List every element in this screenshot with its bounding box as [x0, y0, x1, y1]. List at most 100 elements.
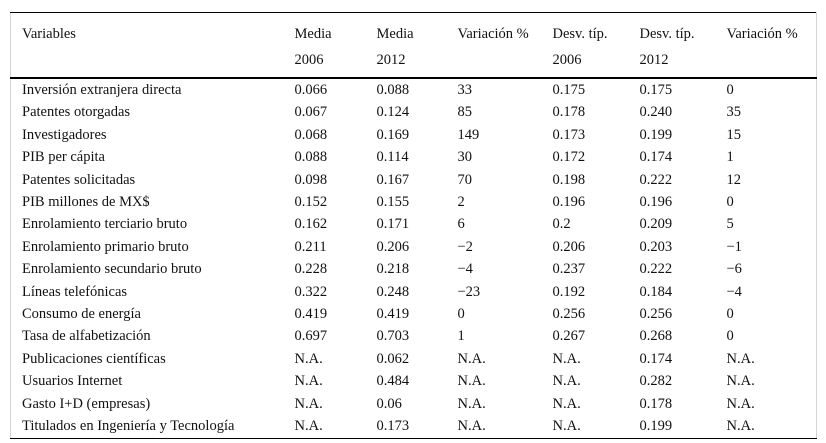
- value-cell: N.A.: [294, 418, 323, 435]
- value-cell: 15: [726, 126, 742, 143]
- table-row: PIB millones de MX$ 0.152 0.155 2 0.196 0.196…: [11, 191, 817, 213]
- variable-name-cell: PIB per cápita: [22, 149, 105, 166]
- value-cell: N.A.: [552, 395, 581, 412]
- value-cell: 0.162: [294, 216, 328, 233]
- value-cell: 85: [457, 104, 473, 121]
- value-cell: 0.068: [294, 126, 328, 143]
- value-cell: 0.178: [639, 395, 673, 412]
- header-cell: Desv. típ. 2012: [639, 12, 727, 79]
- value-cell: 0.419: [294, 306, 328, 323]
- value-cell: N.A.: [457, 350, 486, 367]
- value-cell: 0.206: [376, 238, 410, 255]
- value-cell: 0.267: [552, 328, 586, 345]
- variable-name-cell: Líneas telefónicas: [22, 283, 128, 300]
- value-cell: N.A.: [552, 350, 581, 367]
- value-cell: 0.066: [294, 82, 328, 98]
- table-row: Inversión extranjera directa 0.066 0.088 33…: [11, 78, 817, 101]
- value-cell: 0: [726, 328, 734, 345]
- value-cell: 0.199: [639, 418, 673, 435]
- value-cell: N.A.: [294, 373, 323, 390]
- value-cell: 0.248: [376, 283, 410, 300]
- value-cell: 0.171: [376, 216, 410, 233]
- value-cell: 0.703: [376, 328, 410, 345]
- value-cell: 1: [457, 328, 465, 345]
- value-cell: 0.228: [294, 261, 328, 278]
- value-cell: 33: [457, 82, 473, 98]
- value-cell: 0.484: [376, 373, 410, 390]
- variable-name-cell: Inversión extranjera directa: [22, 82, 182, 98]
- variable-name-cell: Tasa de alfabetización: [22, 328, 151, 345]
- table-body: Inversión extranjera directa 0.066 0.088 33…: [11, 78, 817, 438]
- header-line2: 2006: [294, 52, 324, 68]
- value-cell: 0.06: [376, 395, 402, 412]
- value-cell: 0.2: [552, 216, 571, 233]
- value-cell: 6: [457, 216, 465, 233]
- table-row: Usuarios Internet N.A. 0.484 N.A. N.A. 0.282 N…: [11, 370, 817, 392]
- value-cell: 0.282: [639, 373, 673, 390]
- value-cell: N.A.: [294, 395, 323, 412]
- value-cell: 0: [726, 306, 734, 323]
- value-cell: 0.175: [639, 82, 673, 98]
- value-cell: 149: [457, 126, 480, 143]
- variable-name-cell: Enrolamiento terciario bruto: [22, 216, 188, 233]
- table-row: Enrolamiento primario bruto 0.211 0.206 −2 0…: [11, 236, 817, 258]
- value-cell: 0.268: [639, 328, 673, 345]
- value-cell: 12: [726, 171, 742, 188]
- value-cell: N.A.: [552, 373, 581, 390]
- value-cell: 0.211: [294, 238, 327, 255]
- value-cell: 0.155: [376, 194, 410, 211]
- variable-name-cell: Titulados en Ingeniería y Tecnología: [22, 418, 235, 435]
- value-cell: 0.114: [376, 149, 409, 166]
- value-cell: 0.178: [552, 104, 586, 121]
- value-cell: −23: [457, 283, 481, 300]
- table-row: Patentes solicitadas 0.098 0.167 70 0.198 0.2…: [11, 169, 817, 191]
- value-cell: −1: [726, 238, 742, 255]
- value-cell: 0.124: [376, 104, 410, 121]
- header-line2: 2012: [376, 52, 406, 68]
- value-cell: N.A.: [457, 395, 486, 412]
- value-cell: N.A.: [457, 418, 486, 435]
- value-cell: 0.172: [552, 149, 586, 166]
- table-row: Titulados en Ingeniería y Tecnología N.A.…: [11, 415, 817, 438]
- value-cell: 0.222: [639, 261, 673, 278]
- value-cell: 0.256: [639, 306, 673, 323]
- variable-name-cell: Usuarios Internet: [22, 373, 123, 390]
- value-cell: 0.175: [552, 82, 586, 98]
- header-cell: Variables: [10, 12, 295, 79]
- header-line1: Variables: [22, 26, 76, 42]
- variable-name-cell: Enrolamiento secundario bruto: [22, 261, 202, 278]
- variable-name-cell: Consumo de energía: [22, 306, 141, 323]
- value-cell: 0.322: [294, 283, 328, 300]
- value-cell: N.A.: [726, 350, 755, 367]
- value-cell: 0: [726, 82, 734, 98]
- header-line2: [458, 47, 553, 73]
- value-cell: 0.174: [639, 350, 673, 367]
- value-cell: 35: [726, 104, 742, 121]
- value-cell: 0.067: [294, 104, 328, 121]
- value-cell: N.A.: [726, 418, 755, 435]
- header-line1: Media: [294, 26, 332, 42]
- variable-name-cell: Investigadores: [22, 126, 107, 143]
- table-row: Investigadores 0.068 0.169 149 0.173 0.199 15: [11, 124, 817, 146]
- value-cell: 0.062: [376, 350, 410, 367]
- value-cell: 0.152: [294, 194, 328, 211]
- value-cell: 0.196: [639, 194, 673, 211]
- header-cell: Media 2006: [294, 12, 377, 79]
- variable-name-cell: Gasto I+D (empresas): [22, 395, 151, 412]
- value-cell: 0.222: [639, 171, 673, 188]
- value-cell: 0.196: [552, 194, 586, 211]
- header-line2: 2006: [552, 52, 582, 68]
- value-cell: 0.419: [376, 306, 410, 323]
- value-cell: 0.209: [639, 216, 673, 233]
- table-row: Tasa de alfabetización 0.697 0.703 1 0.267 0.…: [11, 325, 817, 347]
- value-cell: 0.184: [639, 283, 673, 300]
- variable-name-cell: Patentes otorgadas: [22, 104, 131, 121]
- header-line2: 2012: [639, 52, 669, 68]
- value-cell: 0.088: [294, 149, 328, 166]
- table-row: Líneas telefónicas 0.322 0.248 −23 0.192 0.18…: [11, 281, 817, 303]
- value-cell: 0.697: [294, 328, 328, 345]
- value-cell: 0.169: [376, 126, 410, 143]
- table-row: Enrolamiento terciario bruto 0.162 0.171 6 0…: [11, 213, 817, 235]
- value-cell: 1: [726, 149, 734, 166]
